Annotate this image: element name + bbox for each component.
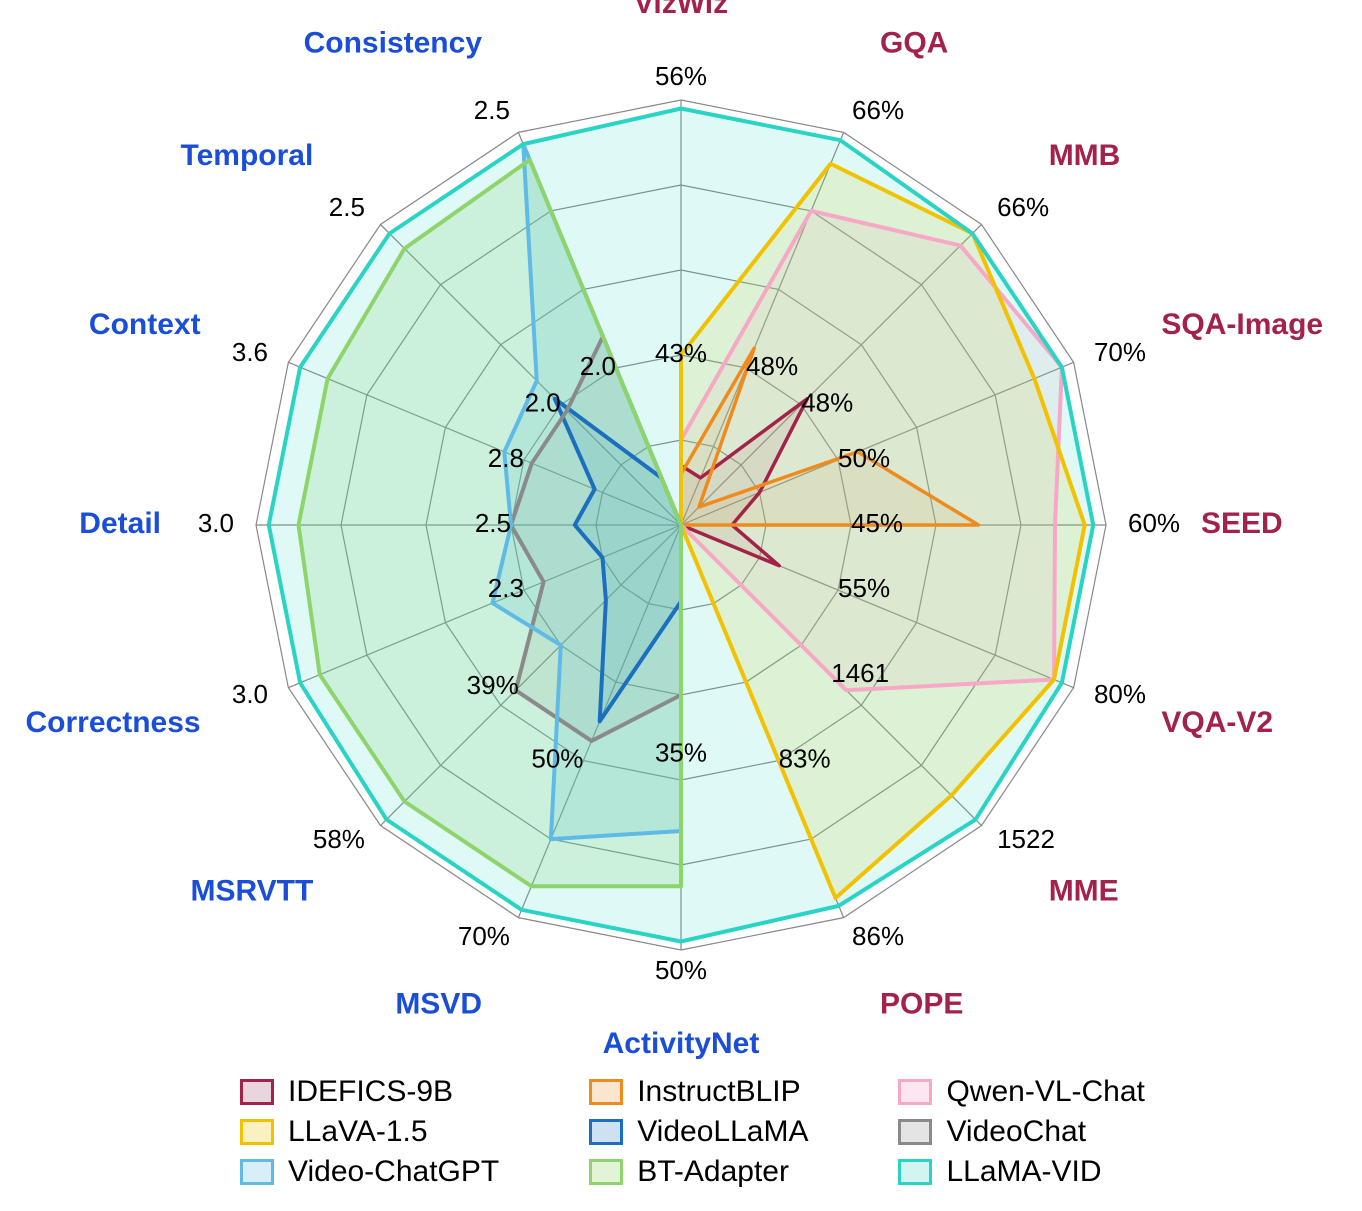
legend-label: Qwen-VL-Chat bbox=[946, 1075, 1144, 1109]
axis-inner-value: 45% bbox=[851, 508, 903, 538]
axis-outer-value: 86% bbox=[852, 921, 904, 951]
legend-swatch bbox=[898, 1119, 932, 1145]
axis-label-sqa: SQA-Image bbox=[1161, 308, 1323, 341]
axis-inner-value: 39% bbox=[467, 670, 519, 700]
axis-outer-value: 2.5 bbox=[474, 95, 510, 125]
axis-inner-value: 43% bbox=[655, 338, 707, 368]
axis-outer-value: 66% bbox=[997, 192, 1049, 222]
axis-outer-value: 1522 bbox=[997, 824, 1055, 854]
legend-item: LLaMA-VID bbox=[898, 1155, 1144, 1189]
axis-outer-value: 70% bbox=[458, 921, 510, 951]
legend-swatch bbox=[240, 1079, 274, 1105]
axis-label-detail: Detail bbox=[79, 507, 161, 540]
axis-label-msvd: MSVD bbox=[395, 987, 482, 1020]
axis-inner-value: 35% bbox=[655, 737, 707, 767]
legend-label: IDEFICS-9B bbox=[288, 1075, 453, 1109]
legend-item: BT-Adapter bbox=[589, 1155, 808, 1189]
axis-outer-value: 3.0 bbox=[232, 679, 268, 709]
legend-label: LLaVA-1.5 bbox=[288, 1115, 428, 1149]
axis-outer-value: 60% bbox=[1128, 508, 1180, 538]
axis-inner-value: 48% bbox=[746, 351, 798, 381]
legend-swatch bbox=[898, 1079, 932, 1105]
axis-inner-value: 55% bbox=[838, 573, 890, 603]
axis-inner-value: 1461 bbox=[831, 658, 889, 688]
legend-label: VideoLLaMA bbox=[637, 1115, 808, 1149]
legend-item: Video-ChatGPT bbox=[240, 1155, 499, 1189]
axis-inner-value: 83% bbox=[779, 743, 831, 773]
axis-inner-value: 2.0 bbox=[525, 388, 561, 418]
axis-inner-value: 2.3 bbox=[488, 573, 524, 603]
axis-label-consistency: Consistency bbox=[304, 27, 483, 60]
legend-label: BT-Adapter bbox=[637, 1155, 789, 1189]
axis-label-activitynet: ActivityNet bbox=[603, 1027, 760, 1060]
axis-outer-value: 66% bbox=[852, 95, 904, 125]
axis-outer-value: 56% bbox=[655, 61, 707, 91]
legend-swatch bbox=[240, 1159, 274, 1185]
legend-label: InstructBLIP bbox=[637, 1075, 800, 1109]
legend-swatch bbox=[898, 1159, 932, 1185]
legend-label: LLaMA-VID bbox=[946, 1155, 1101, 1189]
axis-outer-value: 58% bbox=[313, 824, 365, 854]
axis-label-vqav2: VQA-V2 bbox=[1161, 706, 1273, 739]
axis-inner-value: 2.0 bbox=[580, 351, 616, 381]
axis-label-mme: MME bbox=[1049, 875, 1119, 908]
legend-label: VideoChat bbox=[946, 1115, 1086, 1149]
legend-item: InstructBLIP bbox=[589, 1075, 808, 1109]
axis-label-gqa: GQA bbox=[880, 27, 948, 60]
radar-chart: VizWiz56%43%GQA66%48%MMB66%48%SQA-Image7… bbox=[0, 0, 1362, 1211]
axis-label-pope: POPE bbox=[880, 987, 963, 1020]
legend-item: LLaVA-1.5 bbox=[240, 1115, 499, 1149]
axis-inner-value: 48% bbox=[801, 388, 853, 418]
axis-label-msrvtt: MSRVTT bbox=[191, 875, 314, 908]
legend-item: VideoLLaMA bbox=[589, 1115, 808, 1149]
axis-label-seed: SEED bbox=[1201, 507, 1283, 540]
axis-label-vizwiz: VizWiz bbox=[634, 0, 728, 20]
chart-legend: IDEFICS-9B LLaVA-1.5 Video-ChatGPT Instruct… bbox=[240, 1075, 1145, 1189]
legend-column: InstructBLIP VideoLLaMA BT-Adapter bbox=[589, 1075, 808, 1189]
legend-item: VideoChat bbox=[898, 1115, 1144, 1149]
legend-column: Qwen-VL-Chat VideoChat LLaMA-VID bbox=[898, 1075, 1144, 1189]
axis-label-context: Context bbox=[89, 308, 201, 341]
legend-column: IDEFICS-9B LLaVA-1.5 Video-ChatGPT bbox=[240, 1075, 499, 1189]
legend-swatch bbox=[589, 1159, 623, 1185]
axis-outer-value: 50% bbox=[655, 955, 707, 985]
legend-label: Video-ChatGPT bbox=[288, 1155, 499, 1189]
axis-outer-value: 3.0 bbox=[198, 508, 234, 538]
legend-item: Qwen-VL-Chat bbox=[898, 1075, 1144, 1109]
legend-swatch bbox=[589, 1119, 623, 1145]
axis-outer-value: 3.6 bbox=[232, 337, 268, 367]
axis-inner-value: 2.8 bbox=[488, 443, 524, 473]
axis-outer-value: 2.5 bbox=[329, 192, 365, 222]
axis-inner-value: 50% bbox=[838, 443, 890, 473]
legend-swatch bbox=[589, 1079, 623, 1105]
axis-inner-value: 2.5 bbox=[475, 508, 511, 538]
axis-outer-value: 70% bbox=[1094, 337, 1146, 367]
axis-label-correctness: Correctness bbox=[26, 706, 201, 739]
legend-item: IDEFICS-9B bbox=[240, 1075, 499, 1109]
axis-inner-value: 50% bbox=[531, 743, 583, 773]
legend-swatch bbox=[240, 1119, 274, 1145]
axis-outer-value: 80% bbox=[1094, 679, 1146, 709]
axis-label-mmb: MMB bbox=[1049, 139, 1121, 172]
axis-label-temporal: Temporal bbox=[180, 139, 313, 172]
